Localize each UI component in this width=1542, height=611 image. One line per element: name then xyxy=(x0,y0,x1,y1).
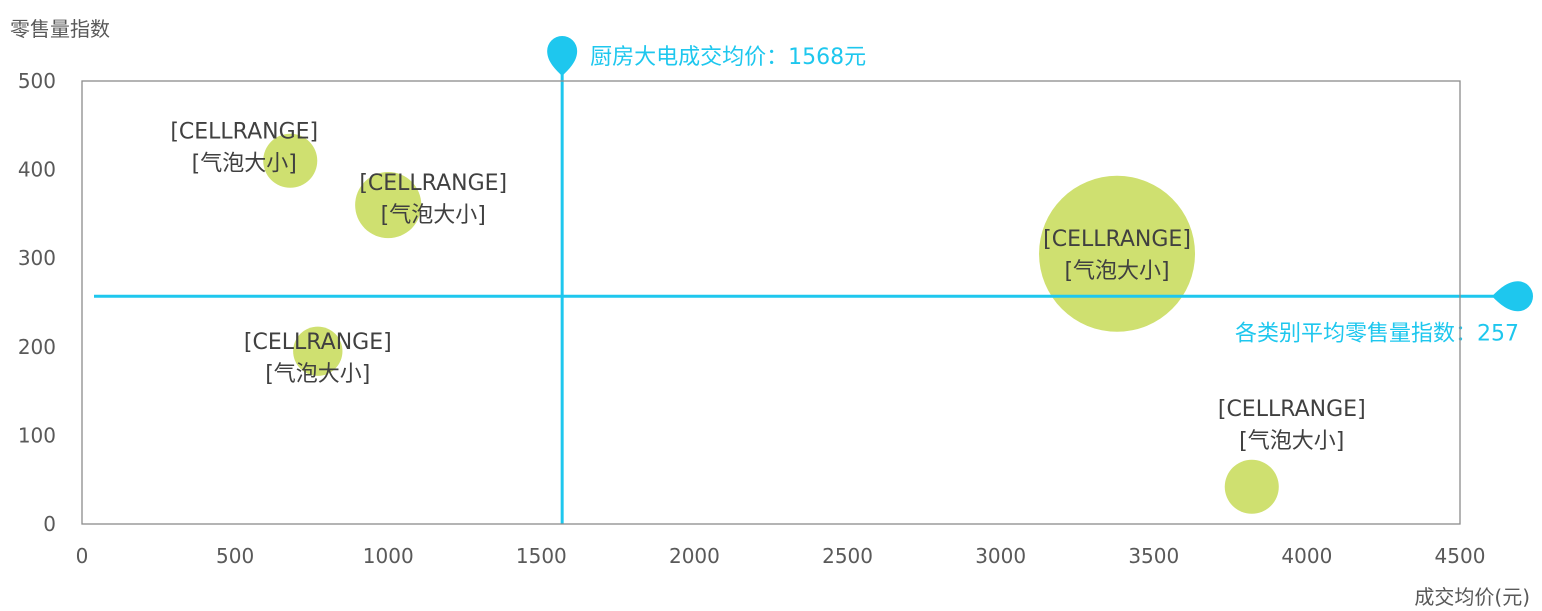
x-tick-label: 1500 xyxy=(516,544,567,568)
bubble xyxy=(1224,459,1279,514)
y-tick-label: 200 xyxy=(18,335,56,359)
x-tick-label: 3500 xyxy=(1128,544,1179,568)
bubble-label-line: [气泡大小] xyxy=(1239,429,1344,454)
bubble-label-line: [CELLRANGE] xyxy=(359,171,507,196)
x-axis-title: 成交均价(元) xyxy=(1414,585,1530,609)
bubble-label-line: [CELLRANGE] xyxy=(1218,397,1366,422)
bubble-label-line: [气泡大小] xyxy=(265,362,370,387)
horizontal-reference-label: 各类别平均零售量指数：257 xyxy=(1235,321,1519,346)
bubble xyxy=(1039,175,1196,332)
bubble-label: [CELLRANGE] [气泡大小] xyxy=(170,120,318,177)
bubble-label-line: [CELLRANGE] xyxy=(170,120,318,145)
bubble xyxy=(355,171,422,239)
bubbles-layer xyxy=(263,133,1279,514)
y-tick-label: 0 xyxy=(43,512,56,536)
vertical-reference-label: 厨房大电成交均价：1568元 xyxy=(590,45,866,70)
x-axis: 0 500 1000 1500 2000 2500 3000 3500 4000 4500 xyxy=(76,544,1486,568)
x-tick-label: 2000 xyxy=(669,544,720,568)
bubble xyxy=(293,326,343,376)
y-tick-label: 300 xyxy=(18,246,56,270)
bubble-label: [CELLRANGE] [气泡大小] xyxy=(1218,397,1366,454)
x-tick-label: 3000 xyxy=(975,544,1026,568)
bubble-label-line: [气泡大小] xyxy=(1064,259,1169,284)
y-tick-label: 500 xyxy=(18,69,56,93)
x-tick-label: 1000 xyxy=(363,544,414,568)
bubble-label: [CELLRANGE] [气泡大小] xyxy=(244,330,392,387)
x-tick-label: 2500 xyxy=(822,544,873,568)
bubble-label: [CELLRANGE] [气泡大小] xyxy=(359,171,507,228)
x-tick-label: 500 xyxy=(216,544,254,568)
plot-area-frame xyxy=(81,80,1461,525)
x-tick-label: 4000 xyxy=(1281,544,1332,568)
x-tick-label: 0 xyxy=(76,544,89,568)
bubble-label-line: [气泡大小] xyxy=(381,203,486,228)
vertical-reference-marker-icon xyxy=(547,36,578,76)
bubble-label: [CELLRANGE] [气泡大小] xyxy=(1043,227,1191,284)
y-axis-title: 零售量指数 xyxy=(10,17,110,41)
bubble-label-line: [气泡大小] xyxy=(192,152,297,177)
y-tick-label: 100 xyxy=(18,423,56,447)
bubble-label-line: [CELLRANGE] xyxy=(1043,227,1191,252)
bubble xyxy=(263,133,318,188)
x-tick-label: 4500 xyxy=(1435,544,1486,568)
bubble-label-line: [CELLRANGE] xyxy=(244,330,392,355)
horizontal-reference-marker-icon xyxy=(1492,281,1534,312)
y-axis: 0 100 200 300 400 500 xyxy=(18,69,56,536)
y-tick-label: 400 xyxy=(18,158,56,182)
bubble-labels-layer: [CELLRANGE][气泡大小][CELLRANGE][气泡大小][CELLR… xyxy=(170,120,1365,454)
